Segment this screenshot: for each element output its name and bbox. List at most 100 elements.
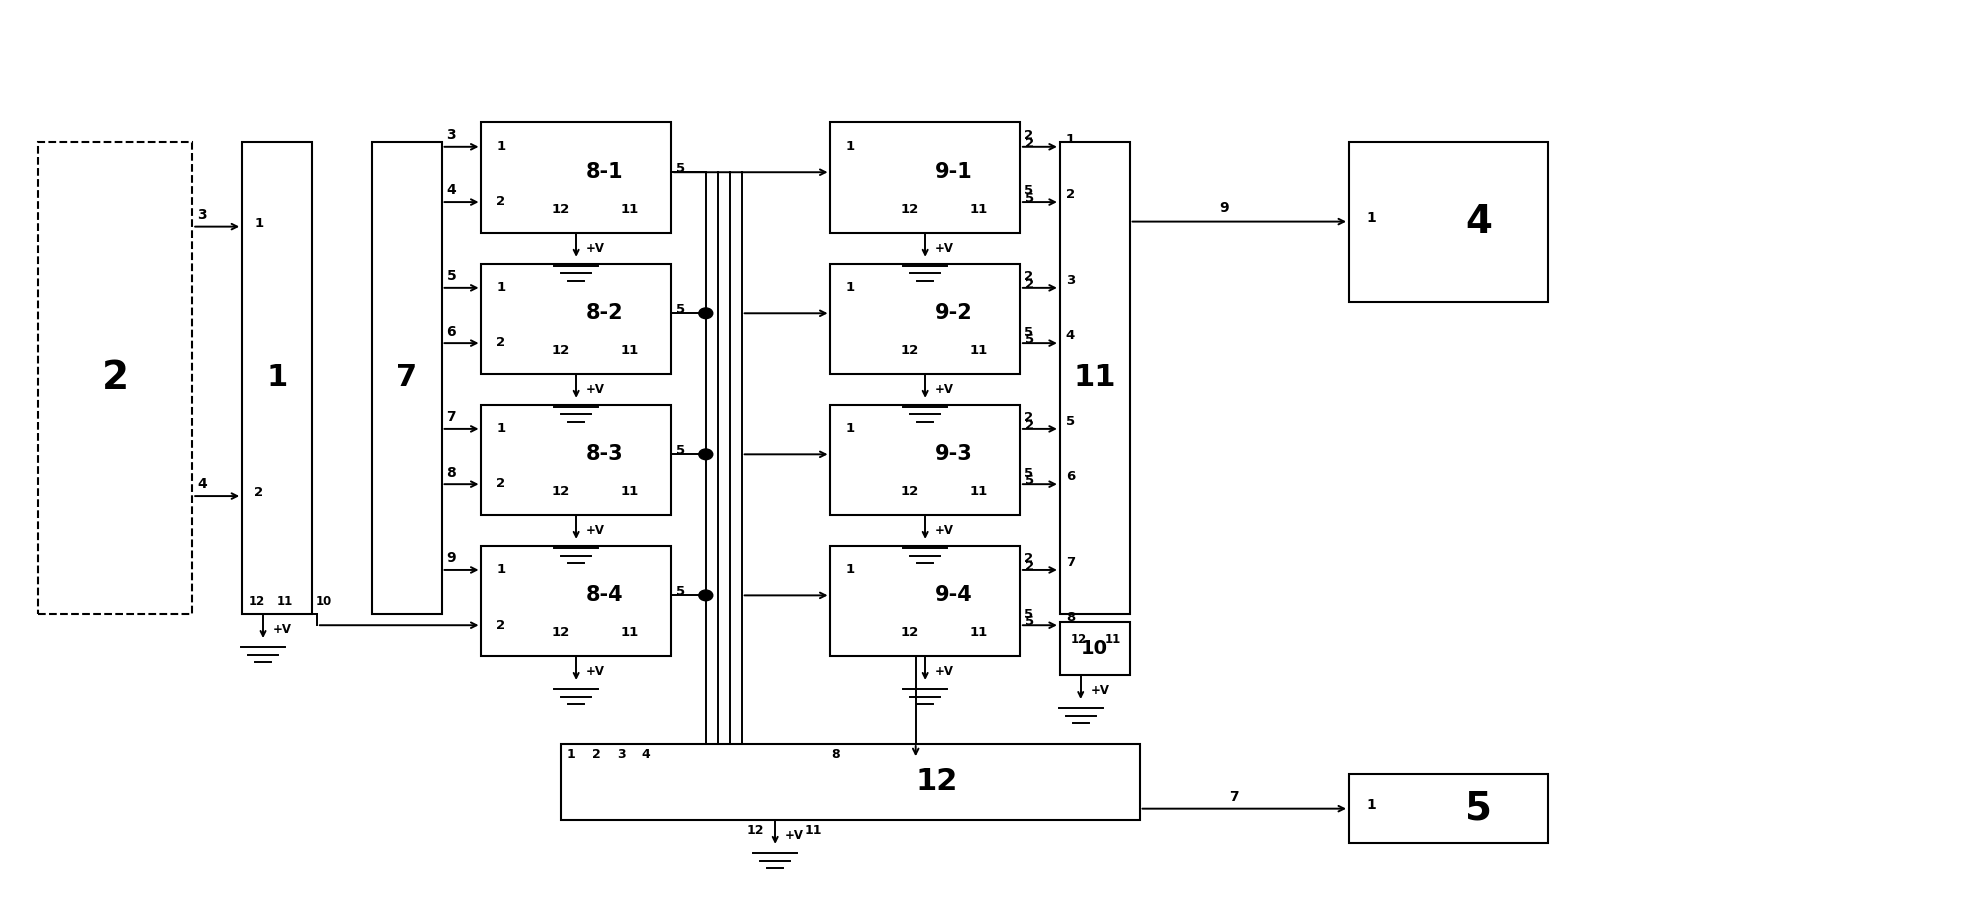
Text: 1: 1 — [495, 140, 505, 153]
Text: 12: 12 — [552, 203, 570, 216]
Bar — [1060, 142, 1129, 614]
Text: 9: 9 — [446, 551, 456, 565]
Text: +V: +V — [586, 666, 606, 679]
Text: 11: 11 — [620, 203, 637, 216]
Text: 1: 1 — [566, 748, 576, 761]
Circle shape — [698, 449, 712, 460]
Text: 1: 1 — [1365, 210, 1375, 225]
Text: +V: +V — [935, 384, 953, 396]
Text: 8-2: 8-2 — [586, 303, 623, 324]
Text: 8: 8 — [831, 748, 839, 761]
Text: 8: 8 — [1065, 611, 1075, 624]
Text: 7: 7 — [1065, 556, 1075, 569]
Text: 4: 4 — [641, 748, 649, 761]
Text: 5: 5 — [1024, 192, 1034, 205]
Text: 1: 1 — [255, 217, 262, 230]
Bar — [481, 546, 671, 656]
Text: 10: 10 — [316, 595, 331, 609]
Text: 11: 11 — [276, 595, 294, 609]
Text: 5: 5 — [1024, 608, 1032, 621]
Text: 8-3: 8-3 — [586, 444, 623, 465]
Text: 11: 11 — [969, 485, 986, 498]
Text: 3: 3 — [616, 748, 625, 761]
Text: 9-2: 9-2 — [935, 303, 973, 324]
Text: +V: +V — [935, 666, 953, 679]
Text: 2: 2 — [1024, 270, 1032, 283]
Bar — [1060, 621, 1129, 675]
Text: +V: +V — [1091, 684, 1109, 697]
Bar — [1348, 774, 1547, 843]
Text: 4: 4 — [1065, 329, 1075, 342]
Text: 12: 12 — [900, 203, 919, 216]
Text: 2: 2 — [1024, 560, 1034, 573]
Text: 5: 5 — [1024, 184, 1032, 197]
Text: 4: 4 — [446, 183, 456, 197]
Text: 2: 2 — [1024, 136, 1034, 149]
Text: 9: 9 — [1219, 201, 1229, 216]
Text: 8-1: 8-1 — [586, 162, 623, 183]
Text: 10: 10 — [1081, 639, 1107, 658]
Text: 5: 5 — [1024, 474, 1034, 487]
Circle shape — [698, 590, 712, 601]
Text: 12: 12 — [900, 344, 919, 357]
Text: 12: 12 — [552, 344, 570, 357]
Text: 3: 3 — [1065, 274, 1075, 287]
Text: +V: +V — [272, 623, 292, 636]
Text: 3: 3 — [446, 128, 456, 142]
Bar — [481, 264, 671, 374]
Text: 1: 1 — [844, 140, 854, 153]
Text: 12: 12 — [746, 824, 764, 837]
Text: 2: 2 — [255, 486, 262, 499]
Text: 5: 5 — [1024, 467, 1032, 479]
Text: 11: 11 — [1105, 633, 1121, 646]
Text: +V: +V — [586, 242, 606, 255]
Text: 11: 11 — [803, 824, 821, 837]
Text: 12: 12 — [552, 626, 570, 639]
Text: 1: 1 — [844, 281, 854, 294]
Text: 5: 5 — [1464, 789, 1492, 828]
Text: 12: 12 — [900, 626, 919, 639]
Text: 12: 12 — [900, 485, 919, 498]
Text: 4: 4 — [197, 478, 207, 491]
Text: 1: 1 — [844, 563, 854, 576]
Text: 2: 2 — [1024, 411, 1032, 424]
Text: 5: 5 — [1024, 615, 1034, 628]
Text: 2: 2 — [1024, 129, 1032, 142]
Text: 12: 12 — [552, 485, 570, 498]
Text: 12: 12 — [1069, 633, 1085, 646]
Text: 7: 7 — [397, 363, 416, 393]
Text: 8: 8 — [446, 466, 456, 479]
Bar — [481, 123, 671, 233]
Bar — [831, 546, 1020, 656]
Text: 11: 11 — [620, 344, 637, 357]
Bar — [1348, 142, 1547, 301]
Text: 3: 3 — [197, 208, 207, 222]
Text: 5: 5 — [446, 269, 456, 283]
Bar — [37, 142, 191, 614]
Text: 9-4: 9-4 — [935, 585, 973, 606]
Text: 5: 5 — [675, 303, 685, 316]
Text: 9-3: 9-3 — [935, 444, 973, 465]
Text: 1: 1 — [1365, 798, 1375, 811]
Text: 11: 11 — [1073, 363, 1115, 393]
Text: 7: 7 — [446, 410, 456, 424]
Text: +V: +V — [785, 829, 803, 842]
Text: 12: 12 — [915, 767, 957, 797]
Text: 2: 2 — [495, 619, 505, 632]
Text: 11: 11 — [969, 626, 986, 639]
Text: 1: 1 — [844, 422, 854, 435]
Text: 5: 5 — [675, 585, 685, 598]
Text: 2: 2 — [495, 195, 505, 208]
Text: 6: 6 — [1065, 470, 1075, 483]
Bar — [831, 123, 1020, 233]
Text: 2: 2 — [1065, 188, 1075, 201]
Text: 11: 11 — [620, 626, 637, 639]
Text: 1: 1 — [495, 422, 505, 435]
Circle shape — [698, 308, 712, 319]
Bar — [371, 142, 442, 614]
Text: 1: 1 — [1065, 133, 1075, 146]
Text: 2: 2 — [495, 337, 505, 349]
Bar — [243, 142, 312, 614]
Text: 2: 2 — [592, 748, 600, 761]
Text: 5: 5 — [675, 444, 685, 457]
